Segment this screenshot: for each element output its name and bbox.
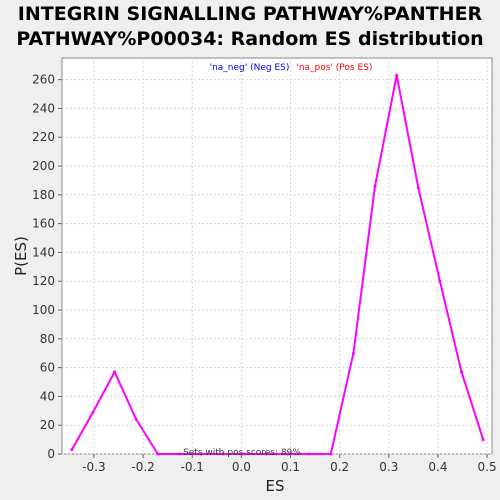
data-point — [177, 452, 181, 456]
x-axis-label: ES — [266, 477, 285, 495]
data-point — [373, 184, 377, 188]
data-point — [264, 452, 268, 456]
y-tick-label: 120 — [32, 274, 55, 288]
legend-item-neg: 'na_neg' (Neg ES) — [210, 63, 290, 73]
x-tick-label: 0.5 — [478, 460, 497, 474]
data-point — [221, 452, 225, 456]
data-point — [438, 279, 442, 283]
x-tick-label: 0.0 — [232, 460, 251, 474]
data-point — [91, 410, 95, 414]
y-tick-label: 0 — [47, 447, 55, 461]
y-tick-label: 220 — [32, 130, 55, 144]
chart-title-line-2: PATHWAY%P00034: Random ES distribution — [16, 28, 484, 50]
data-point — [481, 438, 485, 442]
chart-title-line-1: INTEGRIN SIGNALLING PATHWAY%PANTHER — [17, 3, 483, 25]
x-tick-label: -0.2 — [131, 460, 154, 474]
y-tick-label: 80 — [40, 332, 55, 346]
y-tick-label: 160 — [32, 217, 55, 231]
data-point — [307, 452, 311, 456]
y-tick-label: 20 — [40, 418, 55, 432]
data-point — [395, 73, 399, 77]
data-point — [113, 370, 117, 374]
axes: -0.3 -0.2 -0.1 0.0 0.1 0.2 0.3 0.4 0.5 0 20 40 60 80 1… — [32, 73, 497, 474]
data-point — [242, 452, 246, 456]
y-tick-label: 200 — [32, 159, 55, 173]
x-tick-label: 0.3 — [379, 460, 398, 474]
x-tick-label: 0.2 — [330, 460, 349, 474]
y-tick-label: 140 — [32, 245, 55, 259]
data-point — [70, 448, 74, 452]
data-point — [460, 370, 464, 374]
y-tick-label: 180 — [32, 188, 55, 202]
data-point — [416, 186, 420, 190]
data-point — [286, 452, 290, 456]
y-tick-label: 40 — [40, 389, 55, 403]
data-point — [199, 452, 203, 456]
data-point — [134, 417, 138, 421]
x-tick-label: -0.3 — [82, 460, 105, 474]
y-axis-label: P(ES) — [12, 236, 30, 276]
y-tick-label: 260 — [32, 73, 55, 87]
data-point — [329, 452, 333, 456]
legend-item-pos: 'na_pos' (Pos ES) — [296, 63, 372, 73]
data-point — [351, 351, 355, 355]
x-tick-label: 0.1 — [281, 460, 300, 474]
x-tick-label: -0.1 — [181, 460, 204, 474]
plot-area — [61, 57, 493, 455]
y-tick-label: 240 — [32, 101, 55, 115]
grid — [62, 58, 492, 455]
x-tick-label: 0.4 — [428, 460, 447, 474]
y-tick-label: 60 — [40, 361, 55, 375]
data-point — [156, 452, 160, 456]
y-tick-label: 100 — [32, 303, 55, 317]
pos-scores-annotation: Sets with pos scores: 89% — [183, 448, 301, 458]
series-layer — [70, 73, 485, 456]
series-line — [70, 74, 485, 455]
